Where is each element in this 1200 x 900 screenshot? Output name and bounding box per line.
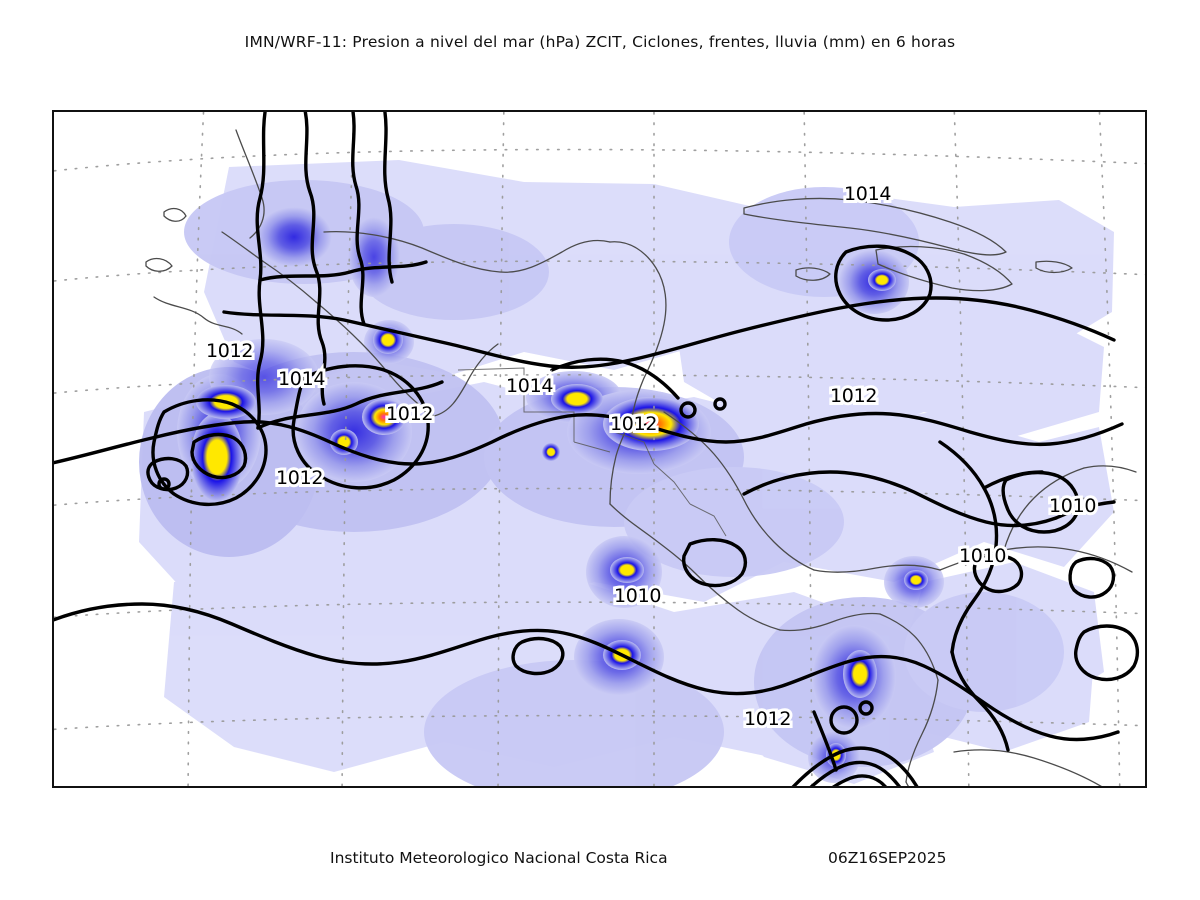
svg-text:1012: 1012 <box>744 708 791 730</box>
isobar-label: 1014 <box>503 372 557 400</box>
svg-text:1012: 1012 <box>276 467 323 489</box>
svg-text:1010: 1010 <box>959 545 1006 567</box>
svg-text:1010: 1010 <box>1049 495 1096 517</box>
isobar-label: 1012 <box>741 705 794 733</box>
svg-text:1010: 1010 <box>614 585 661 607</box>
isobar-label: 1012 <box>273 464 326 492</box>
svg-text:1012: 1012 <box>206 340 253 362</box>
svg-text:1012: 1012 <box>386 403 433 425</box>
isobar-label: 1012 <box>827 382 880 410</box>
map-plot-frame: 1014 1014 1014 1012 1012 1012 <box>52 110 1147 788</box>
svg-text:1014: 1014 <box>844 183 891 205</box>
isobar-label: 1010 <box>1046 492 1099 520</box>
isobar-contours <box>54 112 1140 786</box>
isobar-labels: 1014 1014 1014 1012 1012 1012 <box>203 180 1099 733</box>
footer-timestamp: 06Z16SEP2025 <box>828 849 947 867</box>
footer-institution: Instituto Meteorologico Nacional Costa R… <box>330 849 668 867</box>
country-borders <box>457 367 727 537</box>
graticule-grid <box>54 112 1145 786</box>
isobar-label: 1012 <box>383 400 436 428</box>
svg-text:1014: 1014 <box>278 368 325 390</box>
isobar-label: 1014 <box>841 180 895 208</box>
svg-text:1014: 1014 <box>506 375 553 397</box>
isobar-label: 1010 <box>611 582 664 610</box>
map-canvas: 1014 1014 1014 1012 1012 1012 <box>54 112 1145 786</box>
svg-text:1012: 1012 <box>610 413 657 435</box>
isobar-label: 1010 <box>956 542 1009 570</box>
isobar-label: 1012 <box>203 337 256 365</box>
page-title: IMN/WRF-11: Presion a nivel del mar (hPa… <box>244 33 956 51</box>
svg-text:1012: 1012 <box>830 385 877 407</box>
isobar-label: 1012 <box>607 410 660 438</box>
isobar-label: 1014 <box>275 365 329 393</box>
